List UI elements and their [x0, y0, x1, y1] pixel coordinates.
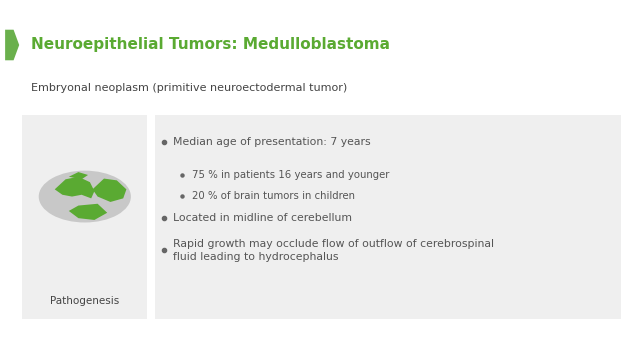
Text: Embryonal neoplasm (primitive neuroectodermal tumor): Embryonal neoplasm (primitive neuroectod… [31, 83, 347, 93]
Polygon shape [55, 177, 95, 198]
Text: Median age of presentation: 7 years: Median age of presentation: 7 years [173, 137, 371, 147]
FancyBboxPatch shape [155, 115, 621, 319]
FancyBboxPatch shape [22, 115, 147, 319]
Text: 75 % in patients 16 years and younger: 75 % in patients 16 years and younger [192, 170, 389, 180]
Circle shape [39, 171, 131, 222]
Polygon shape [69, 204, 108, 220]
Text: Rapid growth may occlude flow of outflow of cerebrospinal
fluid leading to hydro: Rapid growth may occlude flow of outflow… [173, 239, 494, 262]
Polygon shape [93, 179, 127, 202]
Text: 20 % of brain tumors in children: 20 % of brain tumors in children [192, 191, 355, 201]
Text: Neuroepithelial Tumors: Medulloblastoma: Neuroepithelial Tumors: Medulloblastoma [31, 37, 390, 53]
Polygon shape [5, 30, 19, 60]
Text: Located in midline of cerebellum: Located in midline of cerebellum [173, 213, 352, 223]
Text: Pathogenesis: Pathogenesis [50, 296, 120, 306]
Polygon shape [69, 172, 88, 179]
